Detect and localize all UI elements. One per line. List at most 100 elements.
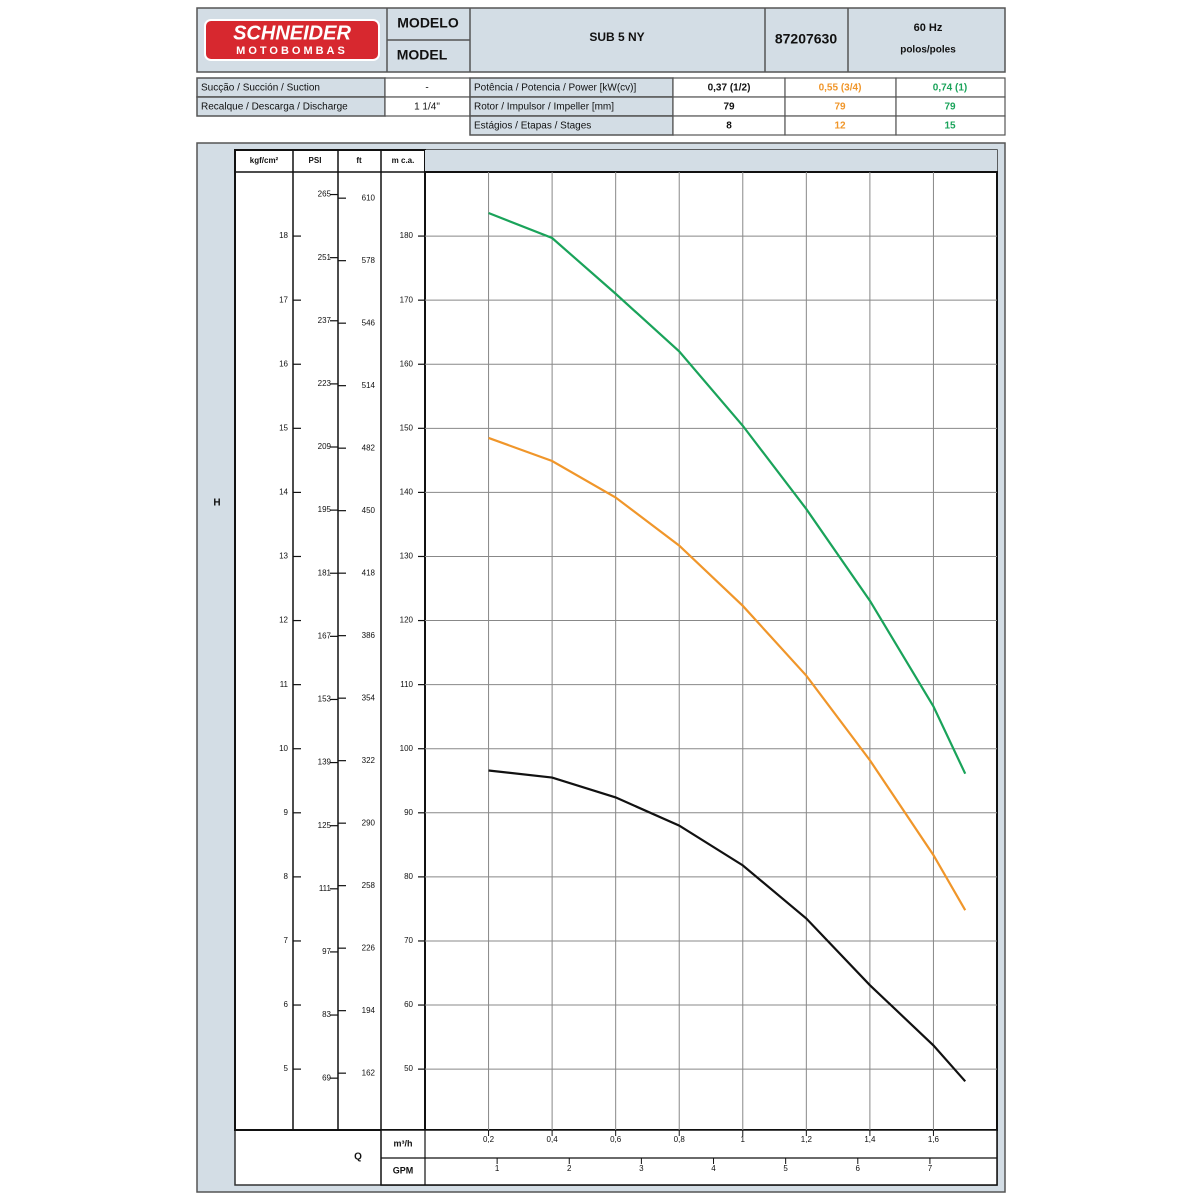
x2-axis-title: GPM [393,1165,414,1175]
ft-tick-label: 386 [362,631,376,640]
x2-tick-label: 2 [567,1164,572,1173]
mca-axis-title: m c.a. [392,156,415,165]
spec-label: Estágios / Etapas / Stages [474,121,591,132]
psi-tick-label: 97 [322,947,331,956]
y-tick-label: 70 [404,936,413,945]
psi-tick-label: 251 [318,253,332,262]
kgf-tick-label: 5 [284,1064,289,1073]
y-tick-label: 140 [400,488,414,497]
ft-tick-label: 578 [362,256,376,265]
y-tick-label: 90 [404,808,413,817]
ft-tick-label: 610 [362,193,376,202]
top-strip [425,150,997,172]
x2-tick-label: 7 [928,1164,933,1173]
ft-tick-label: 194 [362,1006,376,1015]
spec-label: Potência / Potencia / Power [kW(cv)] [474,83,637,94]
curve [488,436,967,911]
y-tick-label: 60 [404,1000,413,1009]
spec-table [196,77,1006,136]
poles: polos/poles [900,45,956,56]
stages: 15 [944,121,956,132]
ft-tick-label: 162 [362,1068,376,1077]
psi-axis-title: PSI [309,156,322,165]
kgf-tick-label: 15 [279,423,288,432]
kgf-tick-label: 14 [279,488,288,497]
ft-tick-label: 546 [362,318,376,327]
ft-tick-label: 322 [362,756,376,765]
ft-tick-label: 514 [362,381,376,390]
x-tick-label: 0,6 [610,1135,622,1144]
q-label: Q [354,1152,362,1163]
frequency: 60 Hz [914,22,943,34]
ft-tick-label: 290 [362,818,376,827]
x2-tick-label: 1 [495,1164,500,1173]
y-axis-title: H [213,498,220,509]
kgf-tick-label: 6 [284,1000,289,1009]
psi-tick-label: 265 [318,190,332,199]
psi-tick-label: 223 [318,379,332,388]
model-label: MODELO [397,15,459,31]
kgf-tick-label: 8 [284,872,289,881]
curve [488,211,967,775]
x-tick-label: 1 [741,1135,746,1144]
x2-tick-label: 6 [856,1164,861,1173]
x2-tick-label: 5 [783,1164,788,1173]
model-label: MODEL [397,47,448,63]
ft-tick-label: 226 [362,943,376,952]
x-tick-label: 1,4 [864,1135,876,1144]
x-axis-title: m³/h [394,1138,413,1148]
psi-tick-label: 125 [318,821,332,830]
kgf-tick-label: 16 [279,359,288,368]
psi-tick-label: 167 [318,631,332,640]
y-tick-label: 150 [400,423,414,432]
spec-label: Sucção / Succión / Suction [201,83,320,94]
spec-label: Rotor / Impulsor / Impeller [mm] [474,102,614,113]
y-tick-label: 80 [404,872,413,881]
kgf-tick-label: 11 [280,680,289,689]
logo [204,19,380,61]
brand: SCHNEIDER [233,22,351,44]
x-tick-label: 0,8 [674,1135,686,1144]
ft-tick-label: 258 [362,881,376,890]
x-tick-label: 0,4 [547,1135,559,1144]
psi-tick-label: 139 [318,758,332,767]
x2-tick-label: 4 [711,1164,716,1173]
impeller: 79 [944,102,956,113]
code: 87207630 [775,31,838,47]
series-power: 0,55 (3/4) [819,83,862,94]
x-tick-label: 1,6 [928,1135,940,1144]
y-tick-label: 50 [404,1064,413,1073]
kgf-tick-label: 13 [279,552,288,561]
psi-tick-label: 69 [322,1073,331,1082]
ft-tick-label: 482 [362,443,376,452]
impeller: 79 [723,102,735,113]
model: SUB 5 NY [589,30,644,44]
y-tick-label: 100 [400,744,414,753]
spec-label: Recalque / Descarga / Discharge [201,102,348,113]
psi-tick-label: 209 [318,442,332,451]
brand-sub: MOTOBOMBAS [236,45,348,57]
axis-block [234,149,426,1131]
y-tick-label: 110 [400,680,413,689]
ft-tick-label: 450 [362,506,376,515]
kgf-tick-label: 17 [279,295,288,304]
psi-tick-label: 83 [322,1010,331,1019]
spec-value: - [425,83,428,94]
psi-tick-label: 195 [318,505,332,514]
y-tick-label: 130 [400,552,414,561]
ft-tick-label: 354 [362,693,376,702]
plot-area [424,171,998,1131]
kgf-axis-title: kgf/cm² [250,156,279,165]
kgf-tick-label: 12 [279,616,288,625]
y-tick-label: 160 [400,359,414,368]
kgf-tick-label: 9 [284,808,289,817]
y-tick-label: 180 [400,231,414,240]
series-power: 0,37 (1/2) [708,83,751,94]
kgf-tick-label: 7 [284,936,289,945]
psi-tick-label: 237 [318,316,332,325]
ft-axis-title: ft [356,156,362,165]
y-tick-label: 120 [400,616,414,625]
kgf-tick-label: 10 [279,744,288,753]
y-tick-label: 170 [400,295,414,304]
